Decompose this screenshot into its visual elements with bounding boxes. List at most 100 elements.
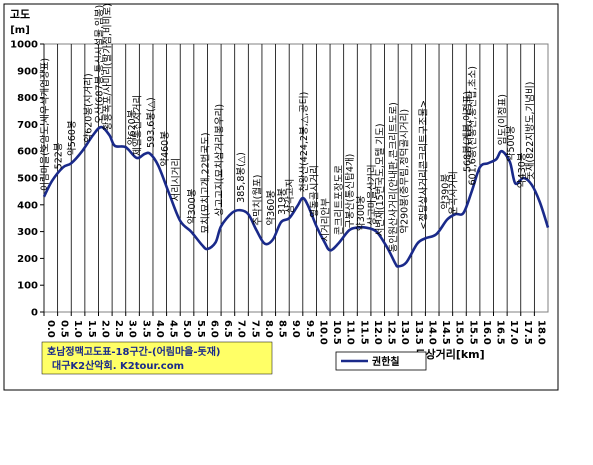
annotation-label: 약620봉(시거리): [83, 73, 95, 142]
x-tick-label: 12.0: [372, 320, 383, 345]
annotation-label: 601,6봉(전봉산,통신탑,초소): [467, 66, 479, 185]
x-tick-label: 10.5: [331, 320, 342, 345]
x-tick-label: 1.0: [72, 320, 83, 338]
annotation-label: 약300봉: [186, 188, 198, 224]
annotation-label: 522봉: [54, 142, 65, 169]
y-tick-label: 500: [17, 174, 38, 185]
line-layer: [42, 125, 550, 268]
annotation-label: 구봉산(통신탑4개): [344, 154, 356, 229]
annotation-label: 영동골시거리: [310, 165, 321, 217]
annotation-label: <정당상사거리콘크리트구조물>: [419, 100, 430, 230]
annotation-label: 임도(이정표): [497, 94, 509, 145]
annotation-label: 오산(687봉,통신시설물,임봉): [93, 5, 105, 124]
x-tick-label: 6.0: [208, 320, 219, 338]
y-axis-unit: [m]: [10, 25, 30, 36]
annotation-label: 황룡폭포/사미리(발가점,비비로): [102, 3, 114, 130]
y-tick-label: 0: [31, 308, 38, 319]
x-tick-label: 11.0: [345, 320, 356, 345]
x-tick-label: 13.5: [413, 320, 424, 345]
series-line: [42, 125, 550, 268]
x-tick-label: 9.5: [304, 320, 315, 338]
y-tick-label: 700: [17, 120, 38, 131]
x-tick-label: 8.5: [277, 320, 288, 338]
annotation-label: 돗재(822지방도,기념비): [525, 82, 536, 181]
x-tick-label: 10.0: [317, 320, 328, 345]
axis-layer: 0.0 0.5 1.0 1.5 2.0 2.5 3.0 3.5 4.0 4.5 5.0 5.5 6.0 6…: [10, 40, 546, 345]
y-axis-title: 고도: [10, 8, 30, 21]
annotation-label: 약360봉: [265, 190, 277, 226]
x-tick-label: 2.0: [99, 320, 110, 338]
x-tick-label: 9.0: [290, 320, 301, 338]
x-axis-title: 도상거리[km]: [415, 347, 484, 361]
annotation-label: 593,6봉(△): [146, 97, 157, 148]
legend-box: [335, 351, 427, 371]
info-box: [41, 341, 273, 375]
annotation-label: 동인원산사거리(안내판,콘크리트도로): [389, 102, 400, 252]
x-tick-label: 0.5: [59, 320, 70, 338]
x-tick-label: 4.5: [168, 320, 179, 338]
x-tick-label: 18.0: [535, 320, 546, 345]
annotation-label: 319봉: [277, 188, 288, 215]
x-tick-label: 7.5: [249, 320, 260, 338]
annotation-label: 568봉(계봉,이정표): [461, 91, 473, 172]
annotation-label: 콘크리트포장도로: [334, 165, 345, 235]
annotation-label: 약430봉: [516, 152, 528, 188]
x-tick-label: 0.0: [45, 320, 56, 338]
annotation-label: 상고고지(묘치삼거리봉우리): [213, 104, 225, 216]
annotation-label: 어림마을(호암도,새우석개업장표): [39, 58, 51, 191]
x-tick-label: 5.0: [181, 320, 192, 338]
x-tick-label: 6.5: [222, 320, 233, 338]
y-tick-label: 900: [17, 66, 38, 77]
x-tick-label: 15.0: [454, 320, 465, 345]
annotation-label: 주막치(월포): [251, 174, 263, 225]
plot-area: [43, 43, 549, 313]
x-tick-label: 8.0: [263, 320, 274, 338]
annotation-label: 삼각고지: [284, 179, 296, 214]
y-tick-label: 800: [17, 93, 38, 104]
x-tick-label: 7.0: [236, 320, 247, 338]
annotation-label: 묘치(묘치고개,22번국도): [200, 132, 212, 233]
annotation-label: 약460봉: [159, 131, 171, 167]
x-tick-label: 17.5: [522, 320, 533, 345]
x-tick-label: 13.0: [399, 320, 410, 345]
info-title: 호남정맥고도표-18구간-(어림마을-돗재): [47, 345, 221, 358]
annotation-label: 약560봉: [66, 120, 78, 156]
annotation-label: 약390봉: [439, 174, 451, 210]
annotation-label: 제일통신시거리: [133, 95, 144, 156]
x-tick-label: 16.0: [481, 320, 492, 345]
annotation-label: 약500봉: [505, 125, 517, 161]
x-tick-label: 11.5: [358, 320, 369, 345]
x-tick-label: 12.5: [386, 320, 397, 345]
chart-border: [3, 3, 559, 391]
annotation-layer: 어림마을(호암도,새우석개업장표) 522봉 약560봉 약620봉(시거리) 오산(6…: [39, 3, 536, 252]
y-tick-label: 400: [17, 200, 38, 211]
y-tick-label: 100: [17, 281, 38, 292]
annotation-label: 상고마을산거리: [367, 164, 378, 225]
annotation-label: 서리시거리: [171, 158, 182, 202]
annotation-label: 시거리안부: [321, 198, 332, 242]
y-tick-label: 200: [17, 254, 38, 265]
x-tick-label: 17.0: [508, 320, 519, 345]
x-tick-label: 4.0: [154, 320, 165, 338]
legend-label: 권한칠: [372, 355, 400, 368]
x-tick-label: 15.5: [467, 320, 478, 345]
y-tick-label: 300: [17, 227, 38, 238]
y-tick-label: 600: [17, 147, 38, 158]
annotation-label: 약620봉: [126, 109, 138, 145]
x-tick-label: 14.0: [426, 320, 437, 345]
grid-layer: [43, 43, 549, 313]
annotation-label: 385,8봉(△): [236, 152, 247, 203]
x-tick-label: 14.5: [440, 320, 451, 345]
x-tick-label: 3.0: [127, 320, 138, 338]
x-tick-label: 3.5: [140, 320, 151, 338]
x-tick-label: 1.5: [86, 320, 97, 338]
x-tick-label: 2.5: [113, 320, 124, 338]
annotation-label: 약300봉: [355, 195, 367, 231]
annotation-label: 서변재(15번국도,모텔 기도): [374, 123, 386, 236]
annotation-label: 운곡시거리: [449, 171, 460, 215]
annotation-label: 천왕산(424,2봉,△,공터): [299, 92, 310, 192]
y-tick-label: 1000: [10, 40, 38, 51]
x-tick-label: 16.5: [495, 320, 506, 345]
